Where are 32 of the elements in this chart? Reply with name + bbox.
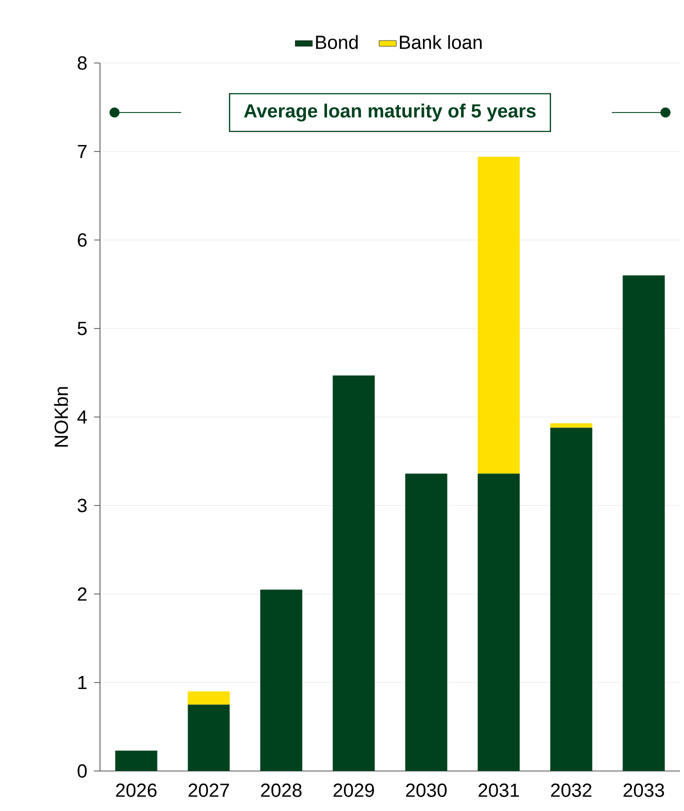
y-tick-label: 3 [78,498,87,512]
x-tick-label: 2026 [116,784,157,797]
bar [260,590,302,771]
y-tick-label: 1 [78,676,87,690]
x-tick-label: 2030 [406,784,447,797]
x-tick-label: 2029 [334,784,374,797]
y-tick-label: 5 [78,322,87,336]
annotation: Average loan maturity of 5 years [244,104,536,122]
bar [188,704,230,771]
y-tick-label: 0 [78,764,87,778]
x-tick-label: 2031 [478,784,519,797]
legend-label: Bank loan [400,35,482,50]
bar [478,474,520,771]
x-tick-label: 2032 [551,784,592,797]
bar [622,275,665,771]
y-tick-label: 6 [78,233,87,247]
bar [332,375,375,771]
bar [550,423,592,428]
y-tick-label: 2 [78,587,87,601]
y-tick-label: 8 [78,56,87,70]
bar [478,156,520,474]
bar [405,474,448,771]
y-tick-label: 7 [78,144,87,158]
x-tick-label: 2033 [624,784,664,797]
y-tick-label: 4 [77,410,87,424]
x-tick-label: 2028 [261,784,302,797]
x-tick-label: 2027 [188,784,229,797]
bar [188,691,230,705]
bar [115,750,158,771]
legend-label: Bond [316,35,358,50]
bar [550,428,592,771]
y-axis-title: NOKbn [54,387,68,447]
